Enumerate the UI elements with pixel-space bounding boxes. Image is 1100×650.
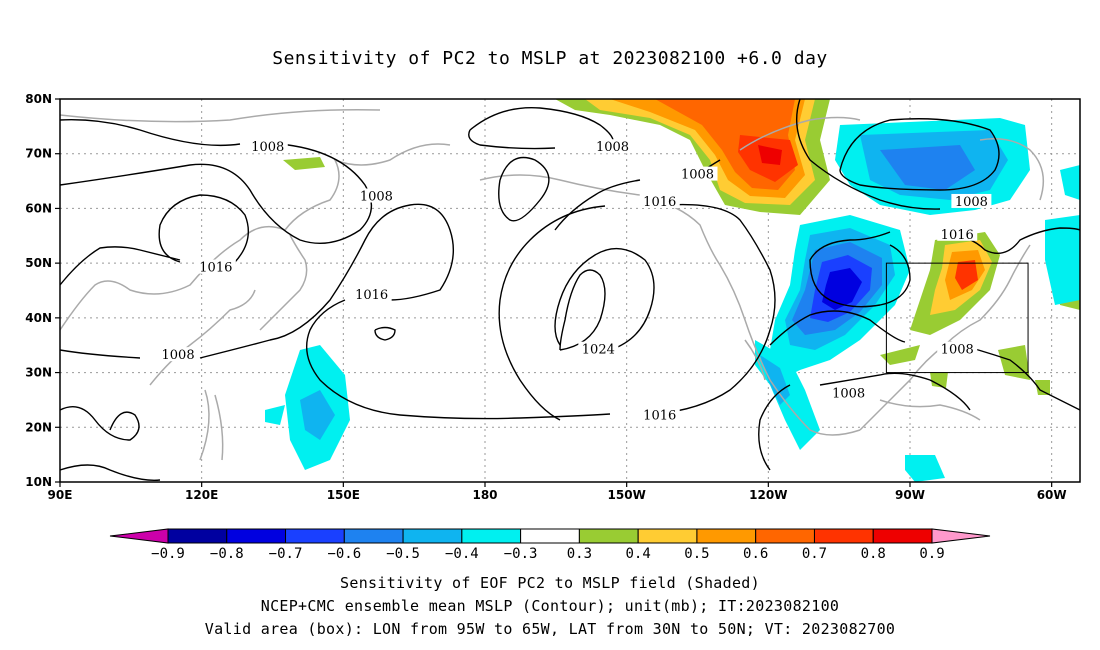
lat-tick-label: 60N xyxy=(25,201,52,215)
contour-label: 1008 xyxy=(955,195,988,210)
lat-tick-label: 70N xyxy=(25,147,52,161)
colorbar-swatch xyxy=(167,528,228,544)
contour-label: 1016 xyxy=(643,195,676,210)
colorbar-min-arrow xyxy=(109,528,169,544)
colorbar-label: 0.8 xyxy=(861,546,886,562)
colorbar-label: 0.6 xyxy=(743,546,768,562)
contour-label-bg xyxy=(951,193,992,208)
colorbar-labels: −0.9 −0.8 −0.7 −0.6 −0.5 −0.4 −0.3 0.3 0.4 0.5 0.6… xyxy=(151,546,945,562)
contour-label: 1008 xyxy=(360,189,393,204)
valid-area-box xyxy=(885,262,1029,374)
colorbar-label: −0.4 xyxy=(445,546,479,562)
mslp-contours xyxy=(60,99,1080,481)
lon-tick-label: 150W xyxy=(608,488,646,502)
contour-label: 1016 xyxy=(199,261,232,276)
contour-label-bg xyxy=(937,341,978,356)
colorbar-swatch xyxy=(226,528,287,544)
contour-label: 1008 xyxy=(832,386,865,401)
contour-label-bg xyxy=(639,407,680,422)
contour-label: 1008 xyxy=(162,348,195,363)
contour-label: 1008 xyxy=(251,140,284,155)
contour-label: 1016 xyxy=(643,408,676,423)
contour-label-bg xyxy=(639,193,680,208)
colorbar-label: 0.9 xyxy=(919,546,944,562)
caption-shaded: Sensitivity of EOF PC2 to MSLP field (Sh… xyxy=(340,574,760,592)
colorbar-swatch xyxy=(520,528,580,544)
contour-label-bg xyxy=(592,139,633,154)
contour-label: 1008 xyxy=(941,343,974,358)
lon-tick-label: 90E xyxy=(48,488,73,502)
axis-ticks xyxy=(55,98,1053,487)
lon-tick-label: 120W xyxy=(749,488,787,502)
figure-title: Sensitivity of PC2 to MSLP at 2023082100… xyxy=(272,48,828,69)
caption-valid-area: Valid area (box): LON from 95W to 65W, L… xyxy=(204,620,896,638)
longitude-labels: 90E 120E 150E 180 150W 120W 90W 60W xyxy=(48,488,1067,502)
contour-label: 1024 xyxy=(582,343,615,358)
contour-label-bg xyxy=(356,188,397,203)
colorbar-swatch xyxy=(402,528,463,544)
colorbar-label: 0.4 xyxy=(626,546,651,562)
lon-tick-label: 60W xyxy=(1037,488,1067,502)
contour-label-bg xyxy=(195,259,236,274)
colorbar-label: −0.8 xyxy=(210,546,244,562)
lat-tick-label: 40N xyxy=(25,311,52,325)
colorbar-swatch xyxy=(578,528,639,544)
caption-contour: NCEP+CMC ensemble mean MSLP (Contour); u… xyxy=(260,597,840,615)
contour-label: 1016 xyxy=(941,228,974,243)
colorbar-label: −0.7 xyxy=(269,546,303,562)
shaded-sensitivity xyxy=(265,99,1080,482)
contour-label-bg xyxy=(937,226,978,241)
lat-tick-label: 80N xyxy=(25,92,52,106)
lat-tick-label: 50N xyxy=(25,256,52,270)
map-border xyxy=(59,98,1081,483)
lat-tick-label: 30N xyxy=(25,366,52,380)
colorbar-label: −0.3 xyxy=(504,546,538,562)
contour-label-bg xyxy=(828,385,869,400)
lat-tick-label: 20N xyxy=(25,420,52,434)
contour-label-bg xyxy=(578,341,619,356)
contour-label-bg xyxy=(351,286,392,301)
coastlines xyxy=(60,108,1045,461)
colorbar-swatch xyxy=(696,528,757,544)
lon-tick-label: 180 xyxy=(472,488,497,502)
contour-label-bg xyxy=(247,139,288,154)
contour-label: 1016 xyxy=(355,288,388,303)
lat-tick-label: 10N xyxy=(25,475,52,489)
contour-label-bg xyxy=(158,347,199,362)
lon-tick-label: 90W xyxy=(895,488,925,502)
lon-tick-label: 120E xyxy=(185,488,218,502)
colorbar-label: −0.9 xyxy=(151,546,185,562)
colorbar-label: 0.7 xyxy=(802,546,827,562)
colorbar-max-arrow xyxy=(931,528,991,544)
colorbar-label: 0.5 xyxy=(684,546,709,562)
colorbar-swatch xyxy=(343,528,404,544)
contour-labels: 1008 1008 1016 1016 1008 1008 1008 1016 1024 1016… xyxy=(158,139,992,423)
colorbar-swatch xyxy=(285,528,345,544)
contour-label-bg xyxy=(677,166,718,181)
colorbar-label: 0.3 xyxy=(567,546,592,562)
latitude-labels: 80N 70N 60N 50N 40N 30N 20N 10N xyxy=(25,92,52,489)
contour-label: 1008 xyxy=(681,168,714,183)
colorbar-swatch xyxy=(637,528,698,544)
colorbar-swatch xyxy=(872,528,933,544)
colorbar-swatch xyxy=(461,528,522,544)
contour-label: 1008 xyxy=(596,140,629,155)
colorbar-label: −0.6 xyxy=(327,546,361,562)
lon-tick-label: 150E xyxy=(327,488,360,502)
colorbar-label: −0.5 xyxy=(386,546,420,562)
colorbar-swatch xyxy=(755,528,815,544)
colorbar-swatch xyxy=(813,528,874,544)
colorbar xyxy=(109,528,991,544)
